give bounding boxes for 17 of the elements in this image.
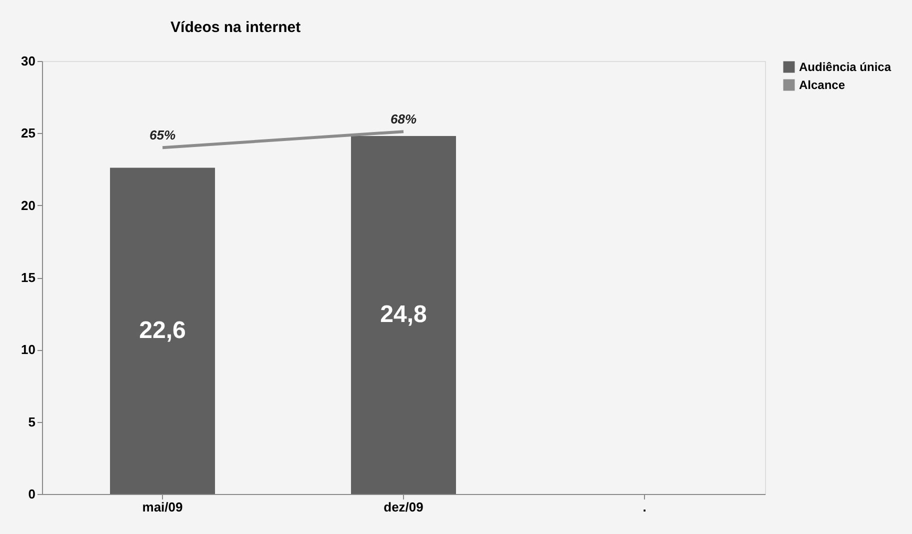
x-tick-label: mai/09: [142, 500, 183, 514]
data-label: 65%: [149, 128, 176, 143]
data-label: 68%: [390, 112, 417, 127]
y-tick-label: 25: [21, 126, 36, 141]
chart-title: Vídeos na internet: [170, 19, 301, 36]
x-tick-label: .: [642, 500, 646, 514]
y-tick-label: 30: [21, 54, 36, 68]
legend-label: Audiência única: [799, 60, 892, 74]
y-tick-label: 0: [28, 486, 36, 502]
y-tick-label: 15: [21, 270, 36, 285]
data-label: 22,6: [139, 316, 186, 344]
y-tick-label: 20: [21, 198, 36, 213]
y-tick-label: 5: [28, 414, 36, 430]
y-tick-label: 10: [21, 342, 36, 358]
data-label: 24,8: [380, 301, 427, 328]
legend-label: Alcance: [799, 78, 846, 92]
x-tick-label: dez/09: [384, 500, 424, 514]
